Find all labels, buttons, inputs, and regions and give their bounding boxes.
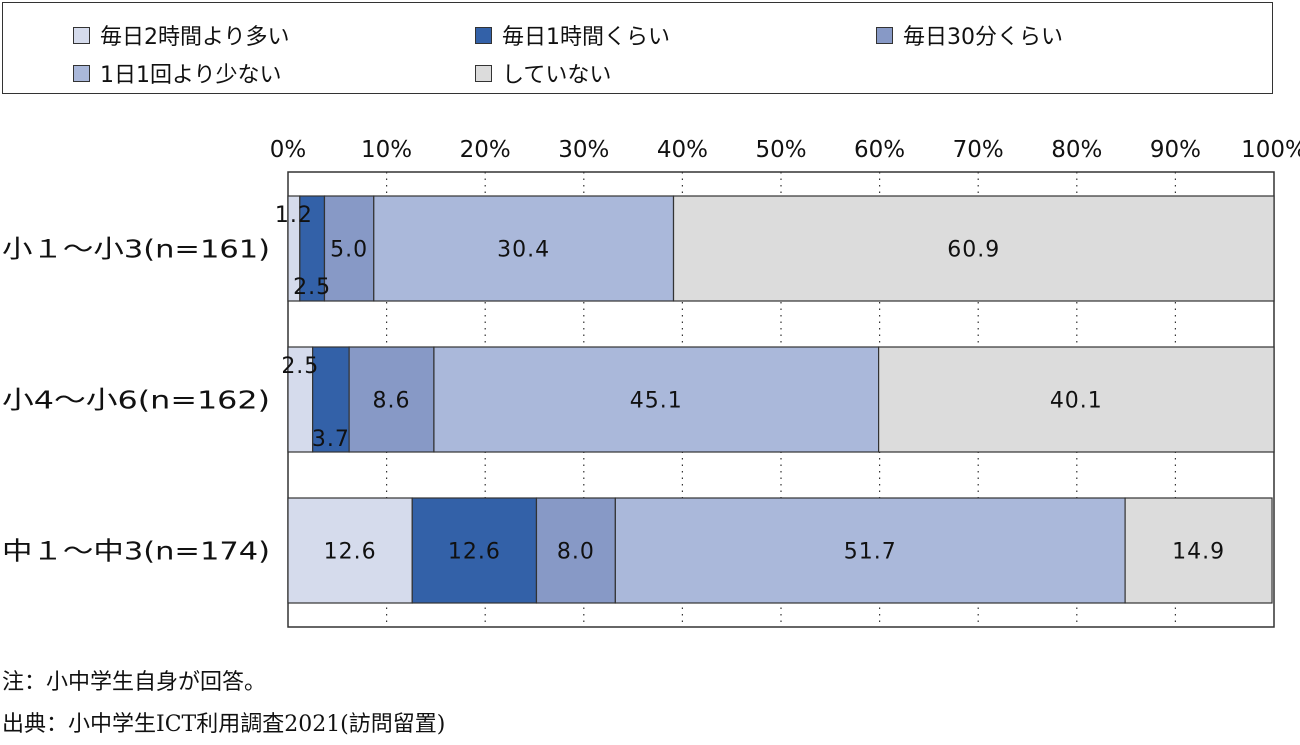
bar-2-3 bbox=[614, 497, 1126, 604]
bar-2-4 bbox=[1124, 497, 1273, 604]
value-label-2-0: 12.6 bbox=[324, 540, 377, 565]
x-tick-label-2: 20% bbox=[460, 137, 511, 163]
value-label-0-1: 2.5 bbox=[293, 275, 331, 300]
bar-0-4 bbox=[672, 195, 1275, 302]
category-label-0: 小１～小3(n=161) bbox=[2, 235, 270, 264]
legend-swatch-4 bbox=[475, 64, 492, 82]
note-text: 注：小中学生自身が回答。 bbox=[2, 670, 267, 695]
legend-item-0: 毎日2時間より多い bbox=[73, 19, 290, 51]
x-tick-label-9: 90% bbox=[1150, 137, 1201, 163]
legend-item-3: 1日1回より少ない bbox=[73, 57, 282, 89]
category-label-2: 中１～中3(n=174) bbox=[2, 537, 270, 566]
legend-label-0: 毎日2時間より多い bbox=[100, 25, 290, 50]
bar-2-2 bbox=[535, 497, 616, 604]
value-label-1-4: 40.1 bbox=[1050, 389, 1103, 414]
value-label-0-3: 30.4 bbox=[497, 238, 550, 263]
x-tick-label-6: 60% bbox=[854, 137, 905, 163]
bar-1-2 bbox=[348, 346, 435, 453]
bar-2-1 bbox=[411, 497, 538, 604]
legend-swatch-1 bbox=[475, 26, 492, 44]
value-label-0-0: 1.2 bbox=[275, 203, 313, 228]
value-label-2-3: 51.7 bbox=[844, 540, 897, 565]
label-layer: 1.2 2.5 5.0 30.4 60.9 2.5 3.7 8.6 45.1 40.1 12.6 12… bbox=[275, 203, 1225, 565]
x-tick-label-1: 10% bbox=[361, 137, 412, 163]
bar-1-1 bbox=[312, 346, 350, 453]
x-tick-label-7: 70% bbox=[953, 137, 1004, 163]
value-label-2-1: 12.6 bbox=[448, 540, 501, 565]
x-tick-label-3: 30% bbox=[558, 137, 609, 163]
bar-1-4 bbox=[878, 346, 1275, 453]
legend-label-3: 1日1回より少ない bbox=[100, 63, 282, 88]
value-label-2-2: 8.0 bbox=[557, 540, 595, 565]
legend-item-4: していない bbox=[475, 57, 611, 89]
value-label-1-3: 45.1 bbox=[630, 389, 683, 414]
category-label-1: 小4～小6(n=162) bbox=[2, 386, 270, 415]
x-tick-label-10: 100% bbox=[1241, 137, 1300, 163]
legend-swatch-0 bbox=[73, 26, 90, 44]
bar-0-3 bbox=[373, 195, 675, 302]
value-label-1-2: 8.6 bbox=[373, 389, 411, 414]
x-tick-label-5: 50% bbox=[755, 137, 806, 163]
legend: 毎日2時間より多い 毎日1時間くらい 毎日30分くらい 1日1回より少ない して… bbox=[2, 2, 1273, 94]
bar-0-2 bbox=[323, 195, 375, 302]
value-label-1-1: 3.7 bbox=[312, 427, 350, 452]
legend-item-1: 毎日1時間くらい bbox=[475, 19, 670, 51]
value-label-1-0: 2.5 bbox=[281, 354, 319, 379]
x-tick-label-4: 40% bbox=[657, 137, 708, 163]
x-tick-label-8: 80% bbox=[1051, 137, 1102, 163]
value-label-0-2: 5.0 bbox=[330, 238, 368, 263]
legend-label-2: 毎日30分くらい bbox=[903, 25, 1063, 50]
value-label-0-4: 60.9 bbox=[947, 238, 1000, 263]
value-label-2-4: 14.9 bbox=[1172, 540, 1225, 565]
legend-swatch-2 bbox=[876, 26, 893, 44]
legend-item-2: 毎日30分くらい bbox=[876, 19, 1063, 51]
legend-label-1: 毎日1時間くらい bbox=[502, 25, 670, 50]
axis-layer: 0% 10% 20% 30% 40% 50% 60% 70% 80% 90% 100% 小１～小3(n… bbox=[2, 137, 1300, 566]
bar-layer bbox=[287, 195, 1275, 604]
legend-label-4: していない bbox=[502, 63, 612, 88]
source-text: 出典：小中学生ICT利用調査2021(訪問留置) bbox=[2, 712, 446, 737]
legend-swatch-3 bbox=[73, 64, 90, 82]
bar-2-0 bbox=[287, 497, 413, 604]
x-tick-label-0: 0% bbox=[270, 137, 307, 163]
bar-1-3 bbox=[433, 346, 880, 453]
